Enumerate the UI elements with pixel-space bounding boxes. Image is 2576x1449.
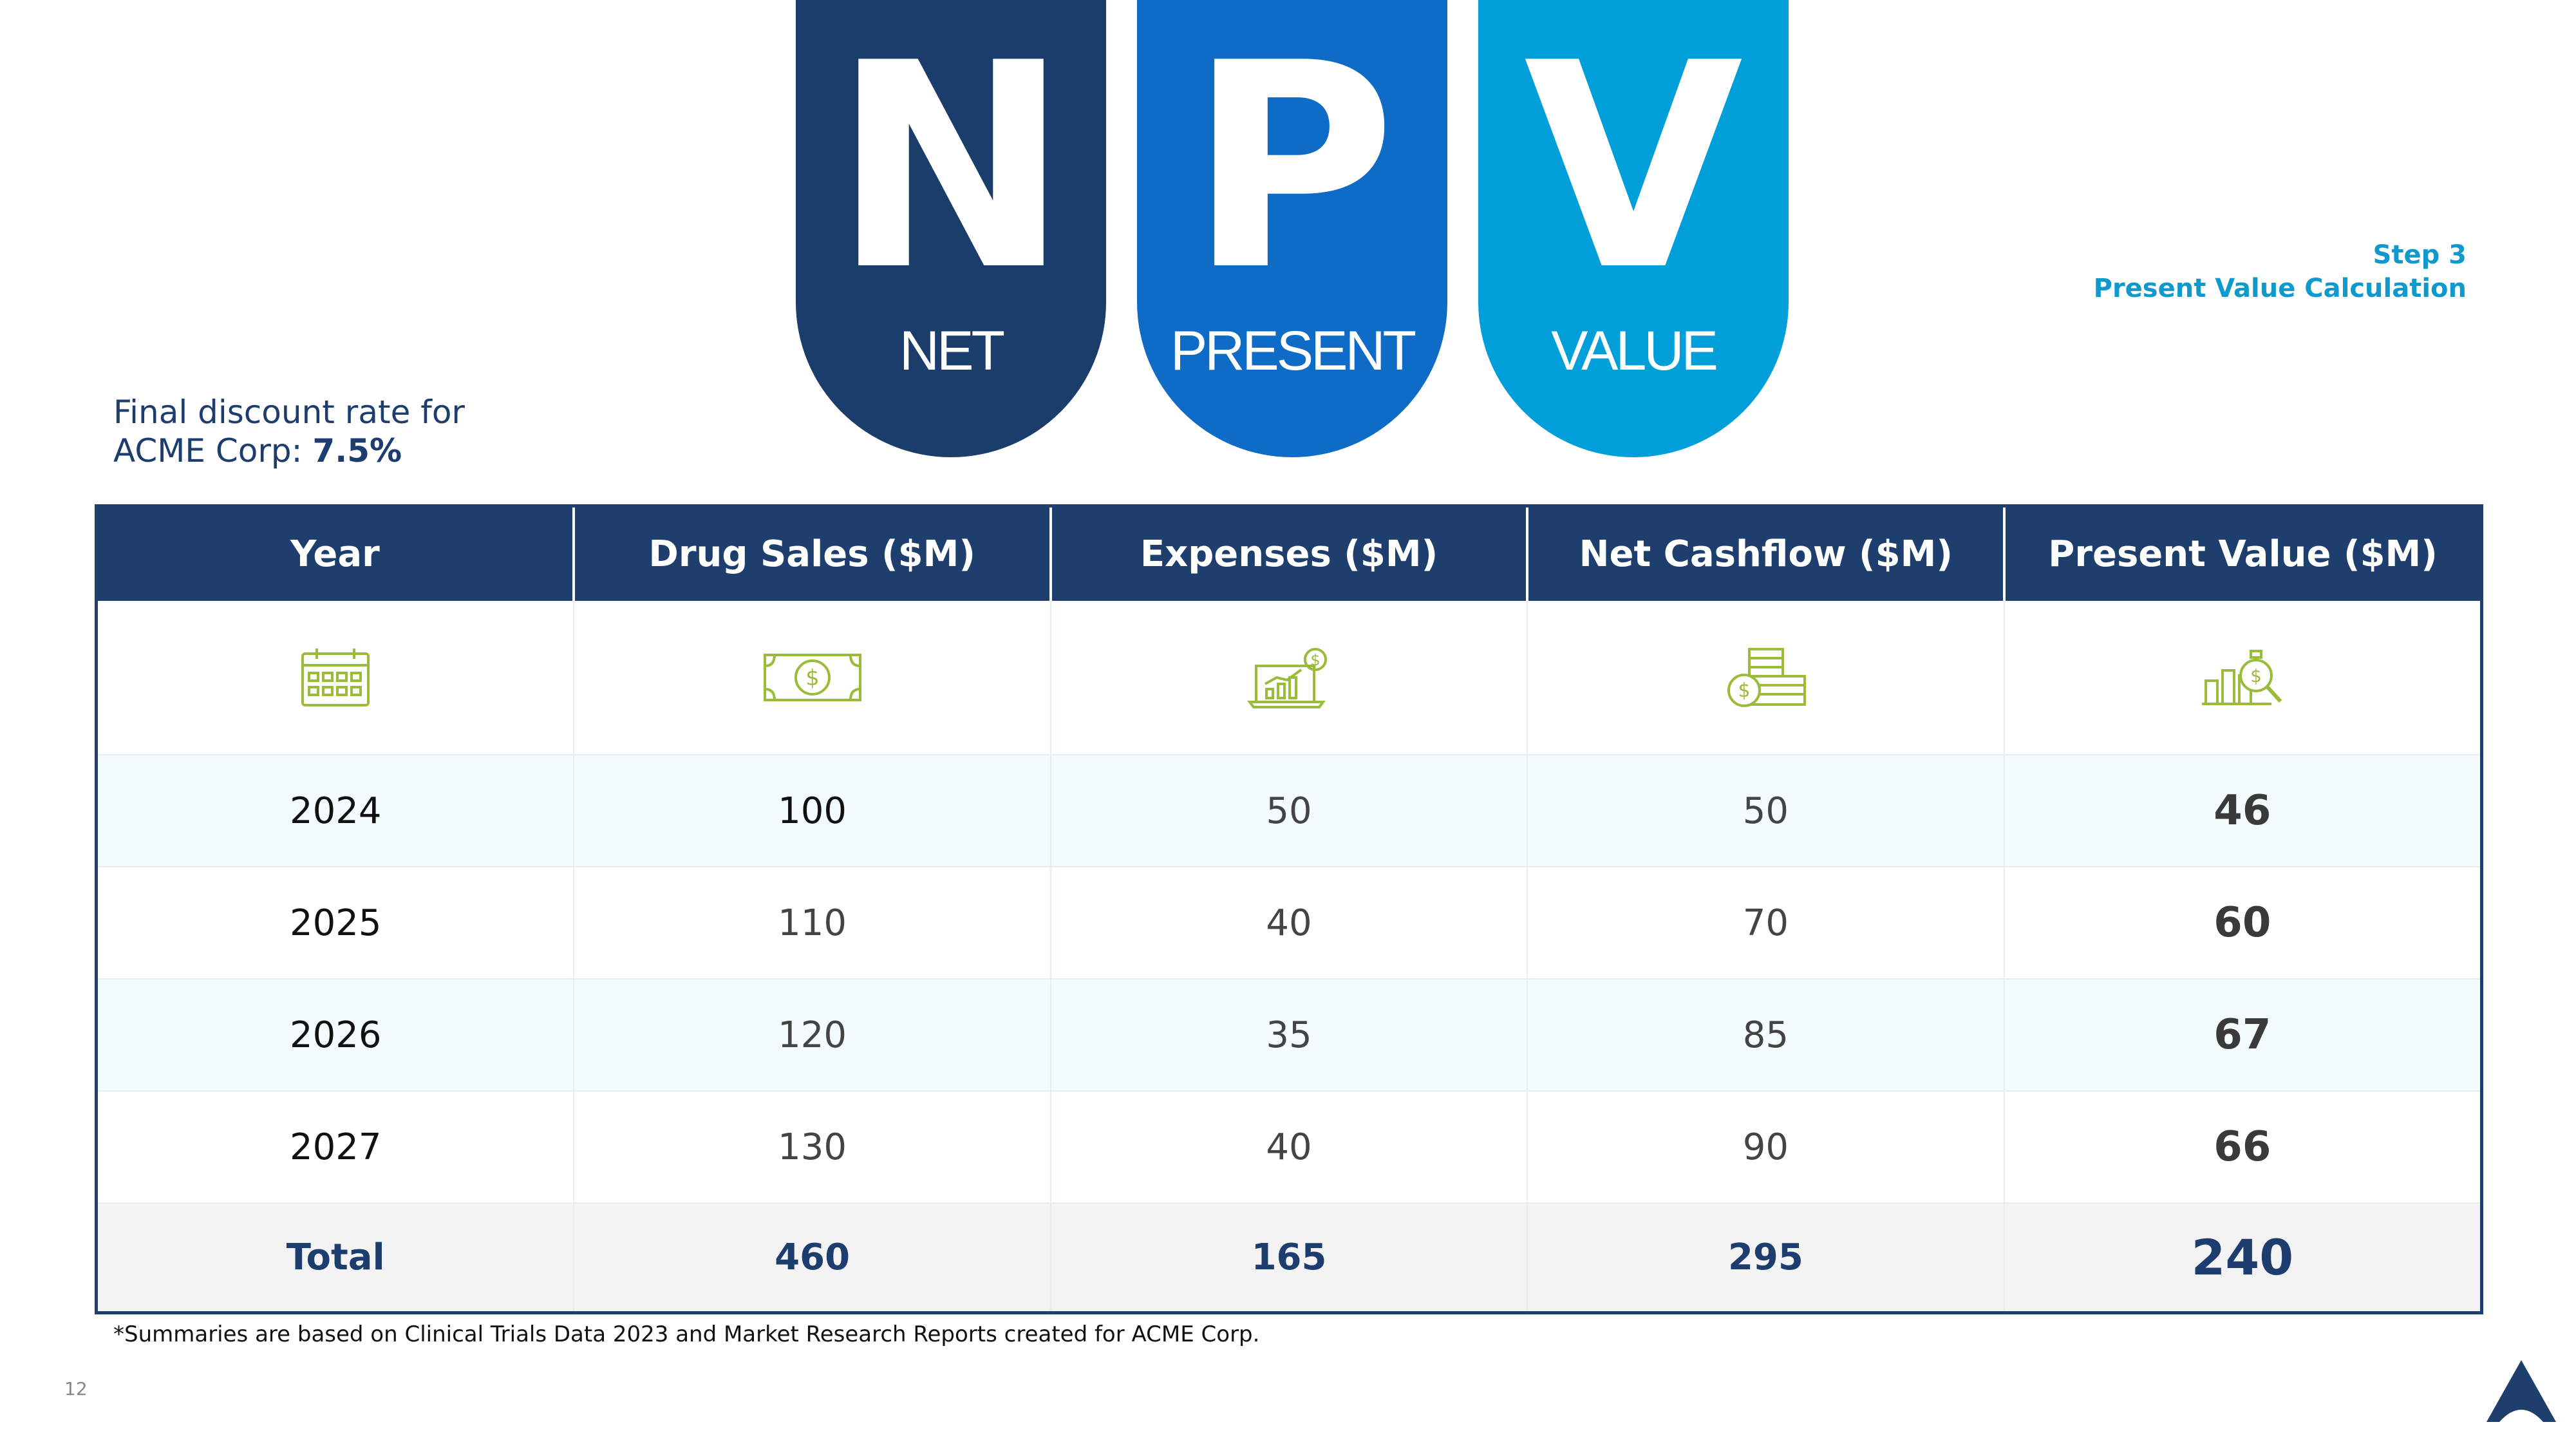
cell-expenses: 35 [1051,980,1528,1090]
banner-letter: P [1188,3,1396,332]
banner-letter: N [832,3,1070,332]
discount-rate-value: 7.5% [312,432,402,469]
header-drug-sales: Drug Sales ($M) [575,507,1052,601]
cell-present-value: 60 [2214,899,2271,947]
company-logo-icon [2485,1359,2557,1426]
banner-net: N NET [796,0,1106,457]
table-row: 2025 110 40 70 60 [98,867,2480,980]
banner-letter: V [1523,3,1744,332]
cell-present-value: 66 [2214,1123,2271,1171]
header-present-value: Present Value ($M) [2048,533,2438,575]
cell-year: 2024 [98,755,575,866]
banner-word: PRESENT [1170,320,1416,382]
npv-table: Year Drug Sales ($M) Expenses ($M) Net C… [95,504,2483,1314]
header-net-cashflow: Net Cashflow ($M) [1528,507,2006,601]
discount-rate-line1: Final discount rate for [113,393,465,431]
laptop-chart-icon: $ [1051,601,1528,754]
banner-value: V VALUE [1478,0,1789,457]
cell-net-cashflow: 90 [1528,1092,2005,1202]
table-row: 2027 130 40 90 66 [98,1092,2480,1204]
step-title: Present Value Calculation [2093,274,2467,303]
cell-present-value: 46 [2214,787,2271,835]
step-label: Step 3 Present Value Calculation [2094,238,2467,305]
cell-year: 2025 [98,867,575,978]
step-number: Step 3 [2373,240,2467,270]
total-present-value: 240 [2191,1229,2294,1286]
total-label: Total [98,1204,575,1311]
cell-present-value: 67 [2214,1011,2271,1059]
calendar-icon [98,601,575,754]
header-expenses: Expenses ($M) [1052,507,1529,601]
cell-expenses: 40 [1051,867,1528,978]
banknote-icon: $ [574,601,1051,754]
svg-text:$: $ [805,665,820,691]
cell-net-cashflow: 50 [1528,755,2005,866]
total-row: Total 460 165 295 240 [98,1204,2480,1311]
table-header: Year Drug Sales ($M) Expenses ($M) Net C… [98,507,2480,601]
cell-drug-sales: 130 [574,1092,1051,1202]
table-row: 2026 120 35 85 67 [98,980,2480,1092]
total-drug-sales: 460 [574,1204,1051,1311]
banner-word: VALUE [1551,320,1718,382]
icon-row: $ $ $ [98,601,2480,755]
cell-drug-sales: 120 [574,980,1051,1090]
banner-present: P PRESENT [1137,0,1447,457]
coins-stack-icon: $ [1528,601,2005,754]
cell-net-cashflow: 85 [1528,980,2005,1090]
discount-rate-label: Final discount rate for ACME Corp: 7.5% [113,393,465,470]
cell-expenses: 40 [1051,1092,1528,1202]
total-net-cashflow: 295 [1528,1204,2005,1311]
header-year: Year [98,507,575,601]
discount-rate-prefix: ACME Corp: [113,432,313,469]
cell-year: 2026 [98,980,575,1090]
cell-expenses: 50 [1051,755,1528,866]
banner-word: NET [899,320,1005,382]
total-expenses: 165 [1051,1204,1528,1311]
cell-drug-sales: 110 [574,867,1051,978]
footnote: *Summaries are based on Clinical Trials … [113,1321,1260,1347]
cell-net-cashflow: 70 [1528,867,2005,978]
cell-drug-sales: 100 [574,755,1051,866]
page-number: 12 [64,1378,88,1399]
svg-text:$: $ [1310,651,1320,669]
cell-year: 2027 [98,1092,575,1202]
chart-magnifier-icon: $ [2005,601,2480,754]
svg-text:$: $ [2250,665,2262,687]
svg-text:$: $ [1738,679,1751,702]
table-row: 2024 100 50 50 46 [98,755,2480,867]
